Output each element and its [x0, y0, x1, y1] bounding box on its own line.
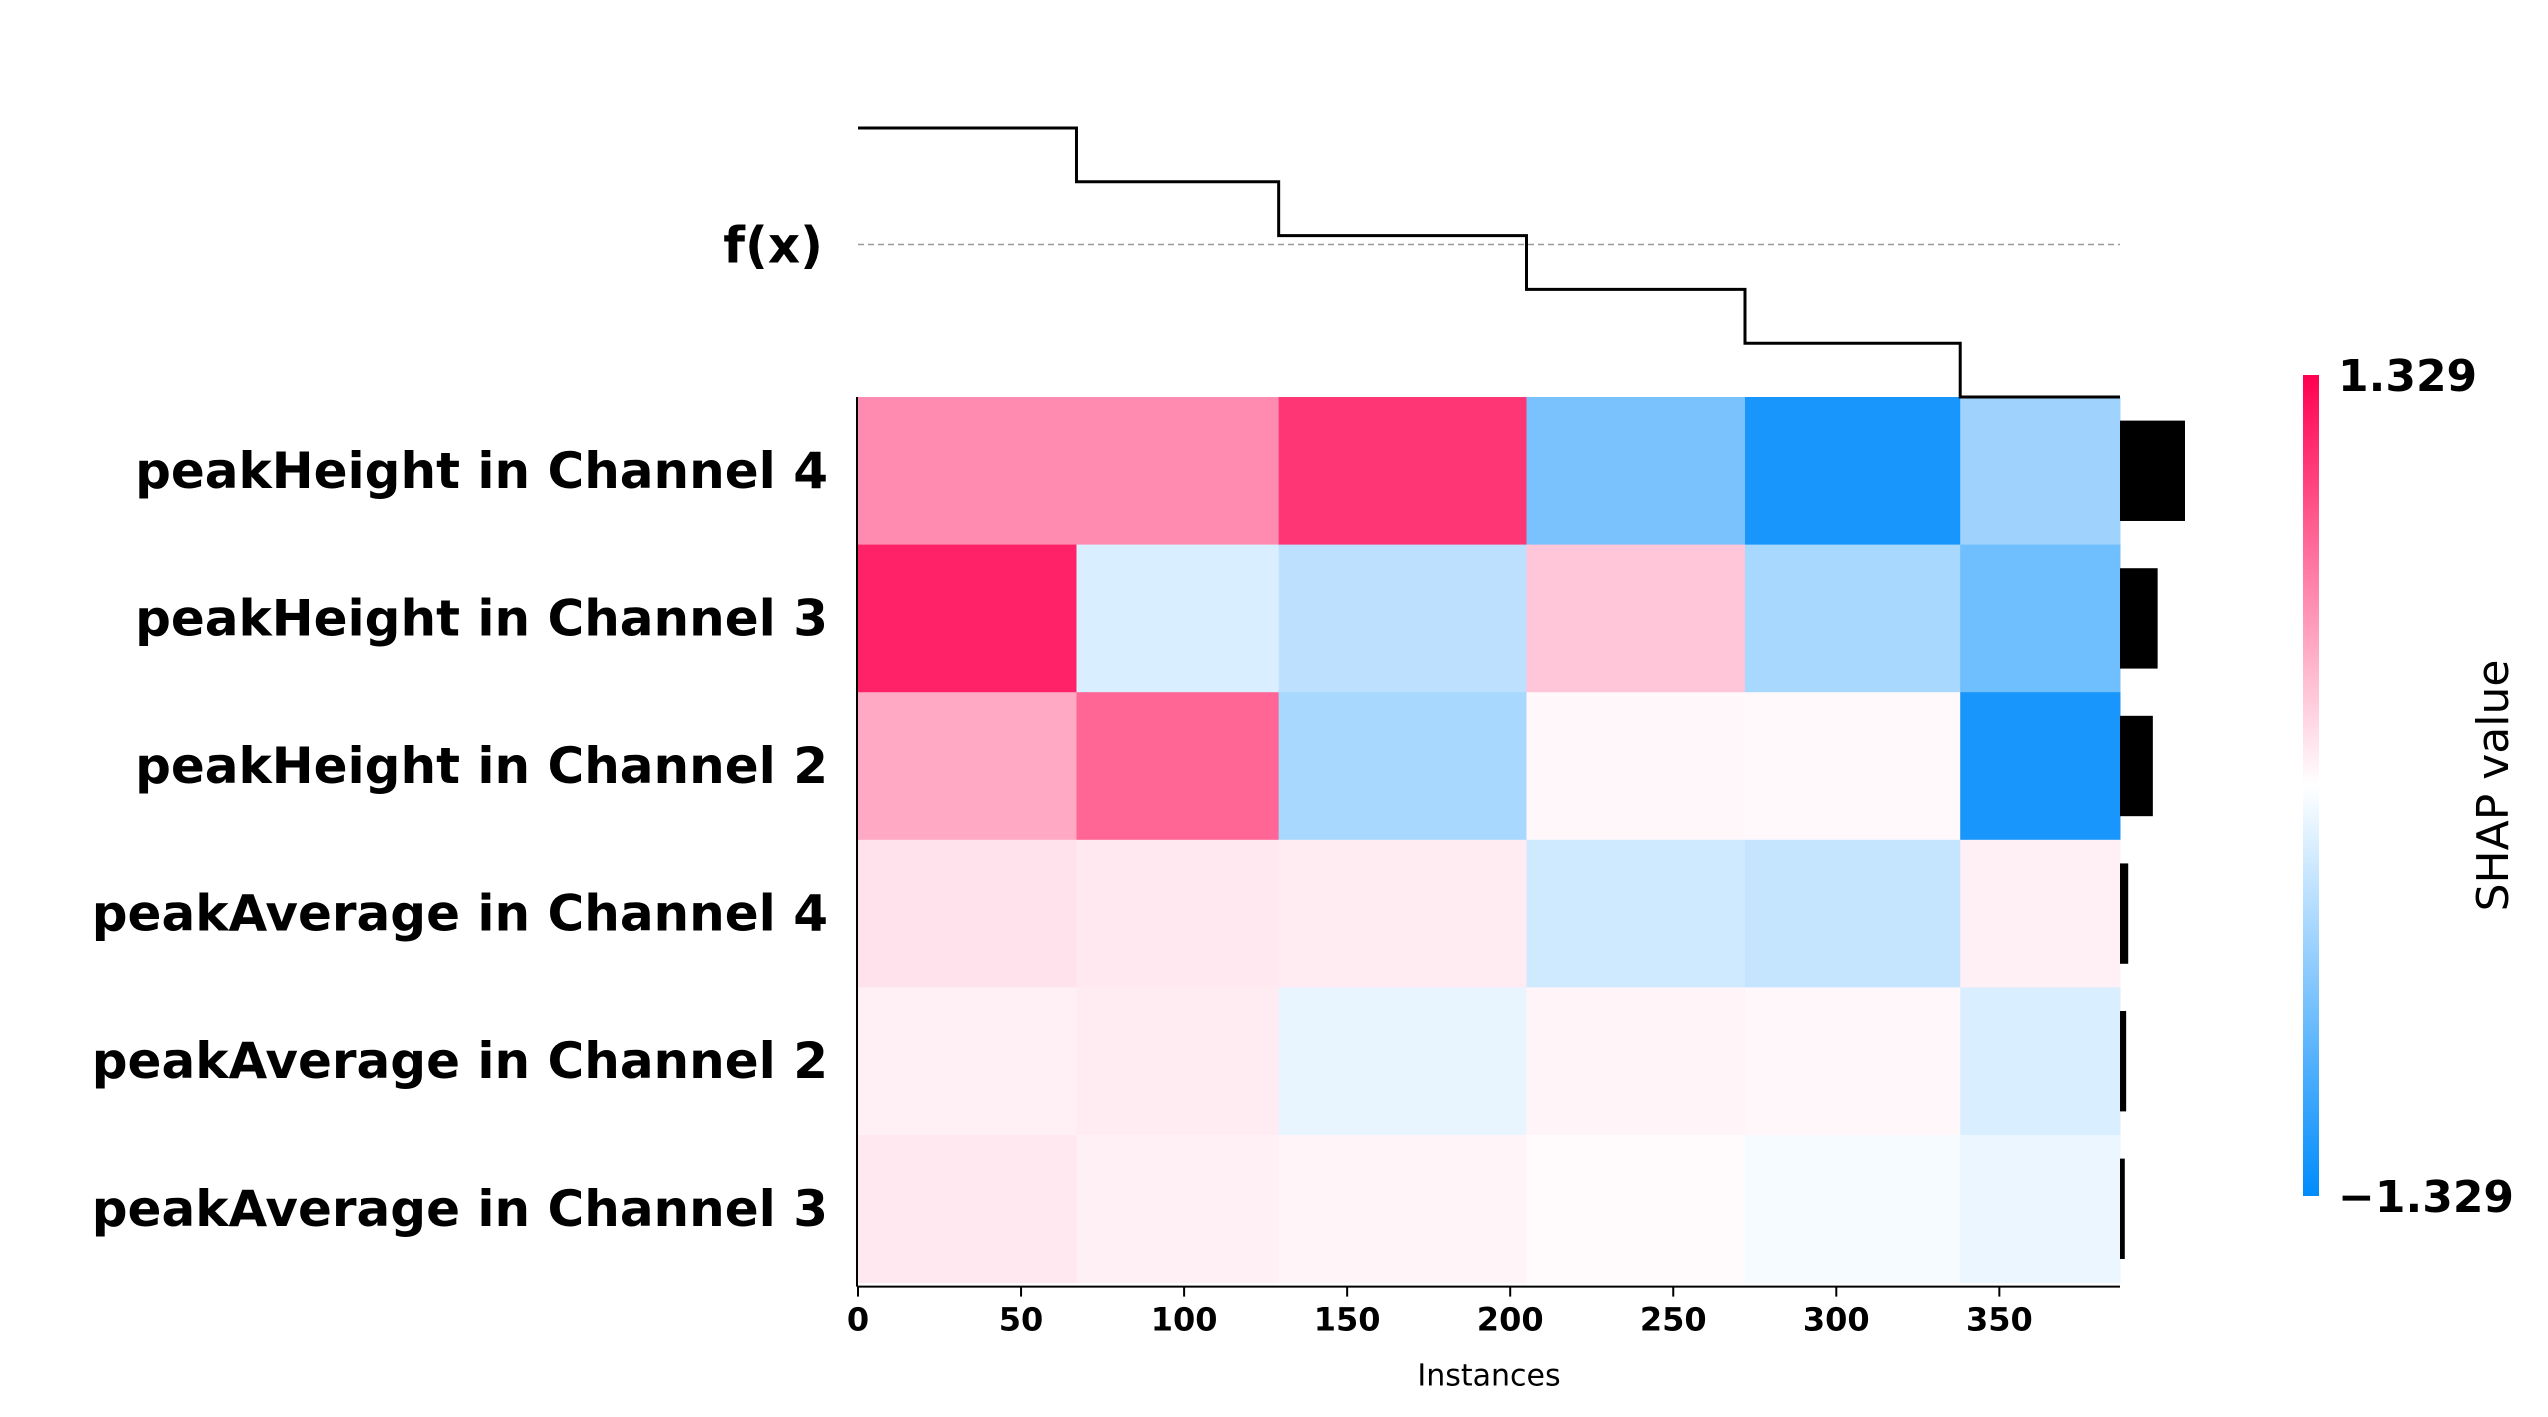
heatmap-cell: [1526, 987, 1746, 1136]
heatmap-cell: [1278, 987, 1528, 1136]
heatmap-cells: [858, 397, 2121, 1284]
heatmap-cell: [858, 987, 1077, 1136]
colorbar-title: SHAP value: [2468, 660, 2519, 912]
heatmap-cell: [1278, 692, 1528, 841]
heatmap-cell: [1076, 544, 1280, 693]
importance-bar: [2120, 420, 2185, 521]
x-tick-label: 200: [1477, 1301, 1544, 1339]
heatmap-cell: [1960, 987, 2121, 1136]
heatmap-cell: [1278, 397, 1528, 546]
heatmap-cell: [1526, 397, 1746, 546]
heatmap-cell: [1960, 544, 2121, 693]
importance-bar: [2120, 863, 2129, 964]
heatmap-cell: [1960, 839, 2121, 988]
colorbar: 1.329 −1.329 SHAP value: [2303, 351, 2519, 1223]
heatmap-cell: [1744, 692, 1961, 841]
importance-bar: [2120, 715, 2153, 817]
colorbar-gradient: [2303, 375, 2319, 1196]
heatmap-cell: [1278, 544, 1528, 693]
x-axis-label: Instances: [1417, 1359, 1560, 1394]
heatmap-cell: [1526, 692, 1746, 841]
heatmap-cell: [1960, 1135, 2121, 1284]
heatmap-cell: [858, 544, 1077, 693]
importance-bar: [2120, 1011, 2127, 1112]
feature-label: peakHeight in Channel 4: [135, 442, 828, 500]
heatmap-cell: [1744, 397, 1961, 546]
heatmap-cell: [858, 397, 1077, 546]
feature-label: peakAverage in Channel 4: [92, 885, 828, 943]
importance-bars: [2120, 420, 2185, 1259]
heatmap-cell: [858, 1135, 1077, 1284]
heatmap-cell: [1744, 987, 1961, 1136]
feature-labels: peakHeight in Channel 4 peakHeight in Cha…: [92, 442, 828, 1238]
heatmap-cell: [1744, 839, 1961, 988]
heatmap-cell: [1076, 1135, 1280, 1284]
heatmap-cell: [858, 692, 1077, 841]
x-tick-label: 350: [1966, 1301, 2033, 1339]
fx-label: f(x): [723, 217, 823, 275]
heatmap-cell: [1278, 1135, 1528, 1284]
heatmap-cell: [1526, 544, 1746, 693]
x-axis: 0 50 100 150 200 250 300 350 Instances: [847, 397, 2120, 1394]
importance-bar: [2120, 1158, 2125, 1259]
x-tick-label: 300: [1803, 1301, 1870, 1339]
heatmap-cell: [1076, 397, 1280, 546]
feature-label: peakHeight in Channel 3: [135, 589, 828, 647]
heatmap-cell: [1076, 839, 1280, 988]
colorbar-max-label: 1.329: [2338, 351, 2477, 402]
importance-bar: [2120, 568, 2158, 669]
x-tick-label: 150: [1314, 1301, 1381, 1339]
feature-label: peakAverage in Channel 2: [92, 1032, 828, 1090]
x-tick-label: 0: [847, 1301, 869, 1339]
x-tick-label: 50: [999, 1301, 1044, 1339]
heatmap-cell: [1278, 839, 1528, 988]
heatmap-cell: [1076, 692, 1280, 841]
colorbar-min-label: −1.329: [2338, 1172, 2514, 1223]
fx-output-plot: f(x): [723, 126, 2120, 399]
heatmap-cell: [1076, 987, 1280, 1136]
heatmap-cell: [1960, 397, 2121, 546]
heatmap-cell: [1744, 1135, 1961, 1284]
heatmap-cell: [858, 839, 1077, 988]
heatmap-cell: [1526, 1135, 1746, 1284]
heatmap-cell: [1526, 839, 1746, 988]
fx-step-line: [858, 126, 2120, 399]
heatmap-cell: [1744, 544, 1961, 693]
heatmap-cell: [1960, 692, 2121, 841]
x-tick-label: 250: [1640, 1301, 1707, 1339]
feature-label: peakAverage in Channel 3: [92, 1180, 828, 1238]
x-tick-label: 100: [1151, 1301, 1218, 1339]
feature-label: peakHeight in Channel 2: [135, 737, 828, 795]
x-ticks: 0 50 100 150 200 250 300 350: [847, 1286, 2033, 1339]
